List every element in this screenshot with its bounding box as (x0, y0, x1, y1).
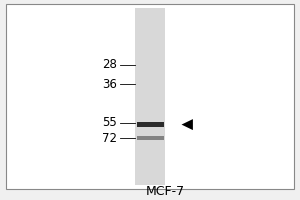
Text: 72: 72 (102, 132, 117, 145)
Polygon shape (182, 119, 193, 130)
Text: MCF-7: MCF-7 (146, 185, 184, 198)
FancyBboxPatch shape (136, 136, 164, 140)
Text: 36: 36 (102, 78, 117, 91)
FancyBboxPatch shape (6, 4, 294, 189)
Text: 28: 28 (102, 58, 117, 71)
FancyBboxPatch shape (136, 122, 164, 127)
FancyBboxPatch shape (135, 8, 165, 185)
Text: 55: 55 (102, 116, 117, 129)
